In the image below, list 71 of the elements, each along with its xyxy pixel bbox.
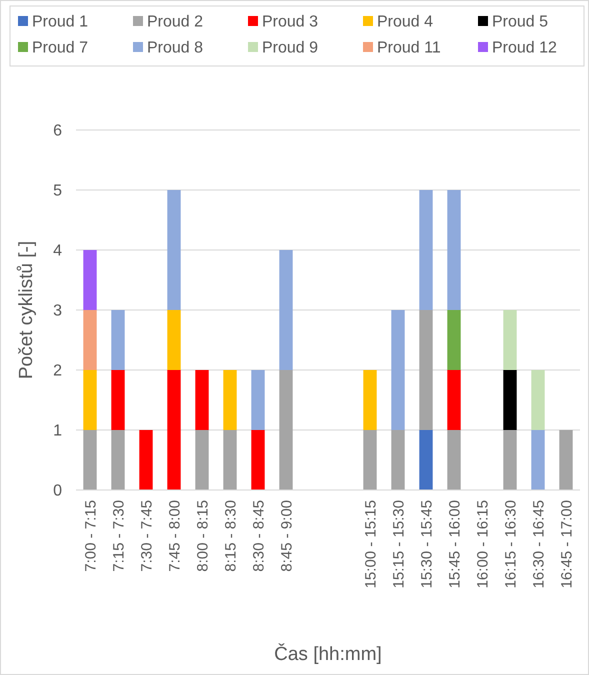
x-axis-title: Čas [hh:mm]	[274, 643, 382, 665]
bar	[419, 190, 433, 310]
bar	[83, 430, 97, 490]
bar	[83, 370, 97, 430]
y-tick-label: 6	[53, 122, 62, 140]
x-tick-label: 7:00 - 7:15	[82, 500, 100, 572]
bar	[195, 430, 209, 490]
bar	[531, 430, 545, 490]
bar	[83, 310, 97, 370]
x-tick-label: 7:15 - 7:30	[110, 500, 128, 572]
y-tick-label: 3	[53, 302, 62, 320]
bar	[391, 430, 405, 490]
bar	[111, 310, 125, 370]
bar	[447, 430, 461, 490]
bar	[447, 310, 461, 370]
x-tick-label: 8:30 - 8:45	[250, 500, 268, 572]
bar	[195, 370, 209, 430]
x-tick-label: 7:30 - 7:45	[138, 500, 156, 572]
bar	[167, 370, 181, 490]
x-tick-label: 7:45 - 8:00	[166, 500, 184, 572]
bar	[503, 310, 517, 370]
x-tick-label: 15:15 - 15:30	[390, 500, 408, 588]
x-tick-label: 15:45 - 16:00	[446, 500, 464, 588]
bar	[251, 370, 265, 430]
legend-label: Proud 3	[262, 14, 318, 31]
y-tick-label: 5	[53, 182, 62, 200]
bar	[447, 190, 461, 310]
legend-label: Proud 11	[377, 40, 441, 57]
bar	[167, 310, 181, 370]
legend-label: Proud 12	[492, 40, 558, 57]
y-axis-title: Počet cyklistů [-]	[16, 240, 37, 380]
x-tick-label: 8:00 - 8:15	[194, 500, 212, 572]
legend-label: Proud 4	[377, 14, 434, 31]
y-tick-label: 0	[53, 482, 62, 500]
bar	[167, 190, 181, 310]
legend-label: Proud 5	[492, 14, 548, 31]
bar	[363, 430, 377, 490]
x-tick-label: 16:45 - 17:00	[558, 500, 576, 588]
legend-label: Proud 7	[32, 40, 88, 57]
bar	[111, 430, 125, 490]
bar	[363, 370, 377, 430]
bar	[419, 430, 433, 490]
bar	[279, 250, 293, 370]
bar	[391, 310, 405, 430]
bar	[503, 370, 517, 430]
bar	[279, 370, 293, 490]
x-tick-label: 16:15 - 16:30	[502, 500, 520, 588]
x-tick-label: 8:15 - 8:30	[222, 500, 240, 572]
bar	[531, 370, 545, 430]
x-tick-label: 15:00 - 15:15	[362, 500, 380, 588]
x-tick-label: 8:45 - 9:00	[278, 500, 296, 572]
y-tick-label: 4	[53, 242, 62, 260]
legend-label: Proud 9	[262, 40, 318, 57]
bar	[111, 370, 125, 430]
bar	[503, 430, 517, 490]
x-tick-label: 16:30 - 16:45	[530, 500, 548, 588]
bar	[559, 430, 573, 490]
bar	[83, 250, 97, 310]
bar	[223, 370, 237, 430]
legend-label: Proud 1	[32, 14, 88, 31]
y-tick-label: 2	[53, 362, 62, 380]
bar	[223, 430, 237, 490]
bar	[447, 370, 461, 430]
legend-label: Proud 2	[147, 14, 204, 31]
legend-label: Proud 8	[147, 40, 204, 57]
bar	[251, 430, 265, 490]
bar	[139, 430, 153, 490]
bar	[419, 310, 433, 430]
y-tick-label: 1	[53, 422, 62, 440]
x-tick-label: 16:00 - 16:15	[474, 500, 492, 588]
x-tick-label: 15:30 - 15:45	[418, 500, 436, 588]
